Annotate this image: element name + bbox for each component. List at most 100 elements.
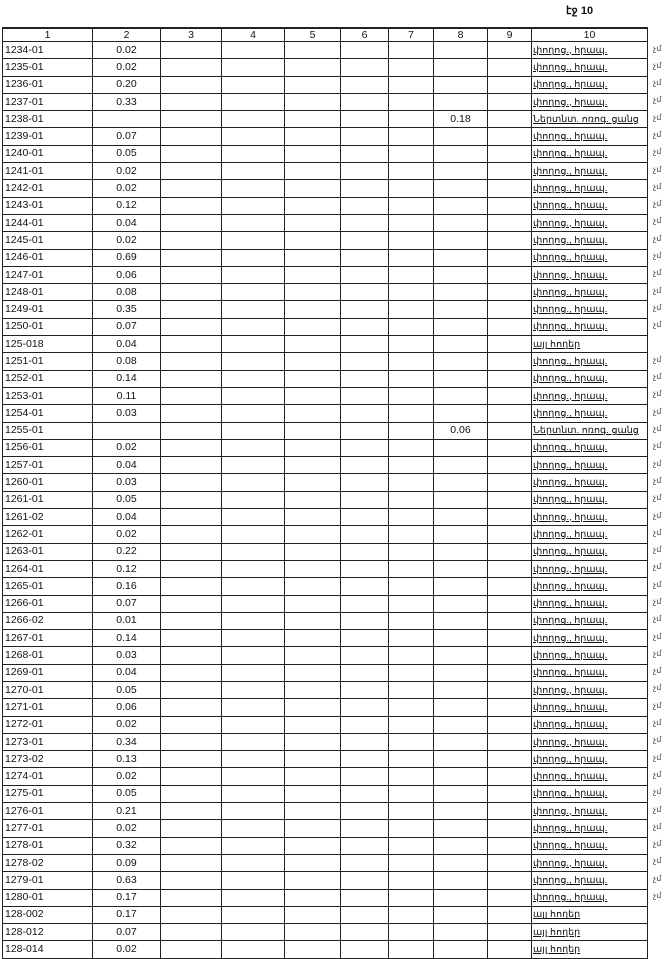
empty-cell	[487, 802, 532, 821]
empty-cell	[284, 836, 341, 855]
empty-cell	[284, 680, 341, 700]
empty-cell	[388, 663, 434, 682]
irrigation-area-value	[433, 438, 488, 458]
parcel-code: 1244-01	[2, 213, 93, 233]
parcel-code: 128-012	[2, 923, 93, 942]
empty-cell	[221, 473, 285, 492]
empty-cell	[160, 404, 222, 423]
land-use-type: փողոց., հրապ.	[531, 750, 648, 769]
empty-cell	[221, 732, 285, 752]
empty-cell	[487, 784, 532, 804]
empty-cell	[340, 421, 389, 440]
table-row: 1261-01 0.05 փողոց., հրապ.	[2, 490, 648, 510]
page-number: էջ 10	[566, 5, 594, 17]
empty-cell	[487, 871, 532, 890]
parcel-code: 1245-01	[2, 231, 93, 250]
empty-cell	[340, 473, 389, 492]
empty-cell	[284, 750, 341, 769]
parcel-code: 1274-01	[2, 767, 93, 786]
empty-cell	[160, 905, 222, 925]
irrigation-area-value	[433, 698, 488, 717]
empty-cell	[160, 802, 222, 821]
margin-mark: չմ	[653, 597, 662, 606]
parcel-code: 1270-01	[2, 680, 93, 700]
land-use-type: փողոց., հրապ.	[531, 58, 648, 77]
empty-cell	[160, 352, 222, 371]
empty-cell	[160, 559, 222, 579]
empty-cell	[487, 923, 532, 942]
column-header-5: 5	[284, 27, 341, 42]
table-row: 1246-01 0.69 փողոց., հրապ.	[2, 248, 648, 267]
empty-cell	[221, 283, 285, 302]
parcel-code: 1256-01	[2, 438, 93, 458]
area-value: 0.22	[92, 542, 161, 561]
table-row: 1244-01 0.04 փողոց., հրապ.	[2, 213, 648, 233]
empty-cell	[221, 58, 285, 77]
empty-cell	[160, 542, 222, 561]
parcel-code: 1251-01	[2, 352, 93, 371]
empty-cell	[160, 144, 222, 164]
empty-cell	[284, 508, 341, 527]
empty-cell	[221, 802, 285, 821]
empty-cell	[340, 871, 389, 890]
empty-cell	[388, 386, 434, 406]
parcel-code: 1269-01	[2, 663, 93, 682]
irrigation-area-value	[433, 335, 488, 354]
irrigation-area-value	[433, 559, 488, 579]
empty-cell	[284, 58, 341, 77]
margin-mark: չմ	[653, 718, 662, 727]
area-value: 0.02	[92, 767, 161, 786]
land-use-type: փողոց., հրապ.	[531, 144, 648, 164]
empty-cell	[388, 421, 434, 440]
table-row: 1240-01 0.05 փողոց., հրապ.	[2, 144, 648, 164]
parcel-code: 1266-02	[2, 611, 93, 631]
area-value: 0.04	[92, 508, 161, 527]
margin-mark: չմ	[653, 61, 662, 70]
area-value: 0.08	[92, 283, 161, 302]
empty-cell	[340, 352, 389, 371]
margin-mark: չմ	[653, 805, 662, 814]
area-value	[92, 110, 161, 129]
empty-cell	[487, 421, 532, 440]
empty-cell	[388, 698, 434, 717]
parcel-code: 1252-01	[2, 369, 93, 388]
empty-cell	[160, 871, 222, 890]
margin-mark: չմ	[653, 251, 662, 260]
empty-cell	[487, 352, 532, 371]
empty-cell	[340, 386, 389, 406]
empty-cell	[284, 559, 341, 579]
margin-mark: չմ	[653, 822, 662, 831]
parcel-code: 1263-01	[2, 542, 93, 561]
empty-cell	[221, 317, 285, 337]
irrigation-area-value	[433, 283, 488, 302]
area-value: 0.17	[92, 905, 161, 925]
margin-mark: չմ	[653, 528, 662, 537]
empty-cell	[284, 196, 341, 215]
table-row: 1280-01 0.17 փողոց., հրապ.	[2, 888, 648, 907]
empty-cell	[388, 767, 434, 786]
empty-cell	[487, 127, 532, 146]
land-use-type: փողոց., հրապ.	[531, 40, 648, 60]
table-row: 1269-01 0.04 փողոց., հրապ.	[2, 663, 648, 682]
land-use-type: փողոց., հրապ.	[531, 819, 648, 838]
column-header-9: 9	[487, 27, 532, 42]
land-use-type: այլ հողեր	[531, 335, 648, 354]
margin-mark: չմ	[653, 545, 662, 554]
empty-cell	[487, 265, 532, 285]
irrigation-area-value: 0.06	[433, 421, 488, 440]
table-row: 1242-01 0.02 փողոց., հրապ.	[2, 179, 648, 198]
irrigation-area-value	[433, 525, 488, 544]
irrigation-area-value	[433, 317, 488, 337]
empty-cell	[284, 352, 341, 371]
land-use-type: փողոց., հրապ.	[531, 680, 648, 700]
area-value: 0.02	[92, 231, 161, 250]
margin-mark: չմ	[653, 234, 662, 243]
parcel-code: 1253-01	[2, 386, 93, 406]
land-use-type: փողոց., հրապ.	[531, 577, 648, 596]
irrigation-area-value	[433, 300, 488, 319]
empty-cell	[284, 75, 341, 94]
empty-cell	[388, 300, 434, 319]
empty-cell	[388, 265, 434, 285]
margin-mark: չմ	[653, 649, 662, 658]
table-row: 1267-01 0.14 փողոց., հրապ.	[2, 629, 648, 648]
